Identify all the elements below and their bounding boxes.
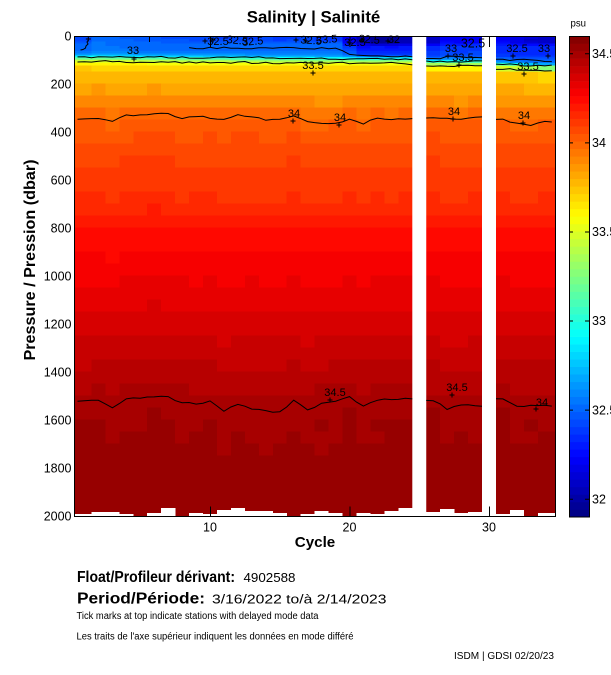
svg-text:1000: 1000 bbox=[44, 270, 72, 284]
svg-text:32: 32 bbox=[388, 34, 400, 46]
svg-text:32.5: 32.5 bbox=[226, 34, 249, 48]
svg-text:34: 34 bbox=[518, 110, 530, 122]
svg-text:34.5: 34.5 bbox=[324, 387, 345, 399]
svg-text:3/16/2022 to/à 2/14/2023: 3/16/2022 to/à 2/14/2023 bbox=[212, 592, 387, 607]
svg-text:30: 30 bbox=[482, 521, 496, 535]
svg-text:34: 34 bbox=[334, 112, 346, 124]
svg-text:34: 34 bbox=[288, 108, 300, 120]
svg-text:33.5: 33.5 bbox=[517, 61, 538, 73]
svg-text:32.5: 32.5 bbox=[592, 403, 611, 417]
svg-text:20: 20 bbox=[343, 521, 357, 535]
svg-text:200: 200 bbox=[51, 78, 72, 92]
svg-text:1400: 1400 bbox=[44, 366, 72, 380]
svg-text:33.5: 33.5 bbox=[592, 225, 611, 239]
svg-text:1800: 1800 bbox=[44, 462, 72, 476]
svg-text:32.5: 32.5 bbox=[300, 34, 322, 47]
svg-text:0: 0 bbox=[65, 30, 72, 44]
svg-text:800: 800 bbox=[51, 222, 72, 236]
svg-text:34: 34 bbox=[448, 106, 460, 118]
svg-text:33.5: 33.5 bbox=[316, 33, 338, 46]
svg-text:32: 32 bbox=[592, 492, 606, 506]
svg-text:33: 33 bbox=[592, 314, 606, 328]
svg-text:Pressure / Pression (dbar): Pressure / Pression (dbar) bbox=[22, 160, 39, 361]
svg-text:4902588: 4902588 bbox=[244, 570, 296, 585]
svg-text:1200: 1200 bbox=[44, 318, 72, 332]
svg-text:33: 33 bbox=[445, 43, 457, 55]
svg-text:Les traits de l'axe supérieur: Les traits de l'axe supérieur indiquent … bbox=[77, 632, 354, 643]
svg-text:10: 10 bbox=[203, 521, 217, 535]
svg-text:33: 33 bbox=[538, 43, 550, 55]
svg-text:33.5: 33.5 bbox=[452, 52, 473, 64]
svg-text:33.5: 33.5 bbox=[302, 60, 323, 72]
svg-text:34: 34 bbox=[592, 136, 606, 150]
svg-text:psu: psu bbox=[571, 19, 587, 30]
svg-text:Salinity | Salinité: Salinity | Salinité bbox=[247, 9, 381, 27]
svg-text:32.5: 32.5 bbox=[506, 43, 527, 55]
svg-text:2000: 2000 bbox=[44, 510, 72, 524]
svg-text:ISDM | GDSI 02/20/23: ISDM | GDSI 02/20/23 bbox=[454, 651, 554, 662]
svg-text:33: 33 bbox=[127, 45, 139, 57]
svg-text:400: 400 bbox=[51, 126, 72, 140]
svg-text:34.5: 34.5 bbox=[592, 47, 611, 61]
svg-text:Cycle: Cycle bbox=[295, 534, 336, 551]
svg-text:Float/Profileur dérivant:: Float/Profileur dérivant: bbox=[77, 569, 235, 586]
svg-text:1600: 1600 bbox=[44, 414, 72, 428]
svg-text:Period/Période:: Period/Période: bbox=[77, 591, 205, 608]
svg-text:34.5: 34.5 bbox=[446, 382, 467, 394]
svg-text:32.5: 32.5 bbox=[461, 37, 485, 51]
svg-text:Tick marks at top indicate sta: Tick marks at top indicate stations with… bbox=[77, 611, 319, 622]
svg-text:32.5: 32.5 bbox=[242, 35, 264, 49]
svg-text:600: 600 bbox=[51, 174, 72, 188]
svg-text:34: 34 bbox=[536, 397, 548, 409]
